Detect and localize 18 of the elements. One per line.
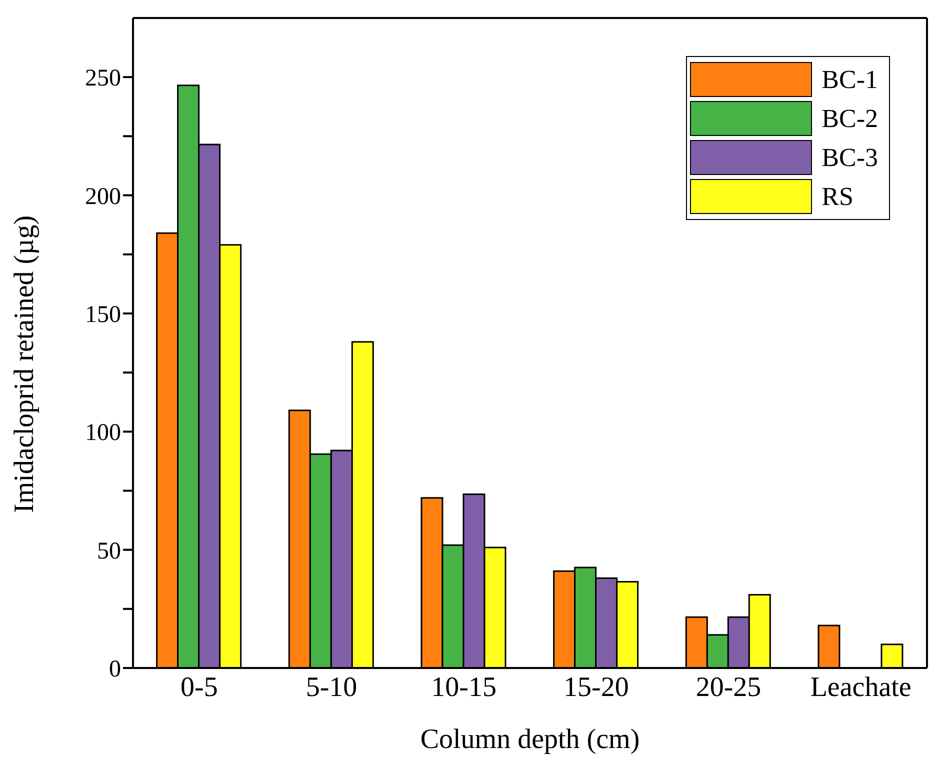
- y-tick-label: 200: [85, 184, 121, 210]
- y-tick-label: 150: [85, 302, 121, 328]
- x-tick-label: 10-15: [431, 672, 496, 703]
- legend-label: RS: [822, 182, 854, 212]
- y-tick-label: 100: [85, 420, 121, 446]
- legend-label: BC-2: [822, 104, 879, 134]
- x-tick-label: 0-5: [180, 672, 218, 703]
- legend-label: BC-1: [822, 64, 879, 94]
- x-tick-label: 5-10: [306, 672, 358, 703]
- y-tick-label: 250: [85, 66, 121, 92]
- x-axis-title: Column depth (cm): [420, 724, 640, 755]
- y-axis-title: Imidacloprid retained (µg): [8, 215, 40, 513]
- y-tick-label: 50: [97, 538, 121, 564]
- legend-label: BC-3: [822, 142, 879, 172]
- x-tick-label: 20-25: [696, 672, 762, 703]
- x-tick-label: Leachate: [810, 672, 912, 703]
- y-tick-label: 0: [109, 656, 121, 683]
- x-tick-label: 15-20: [564, 672, 629, 703]
